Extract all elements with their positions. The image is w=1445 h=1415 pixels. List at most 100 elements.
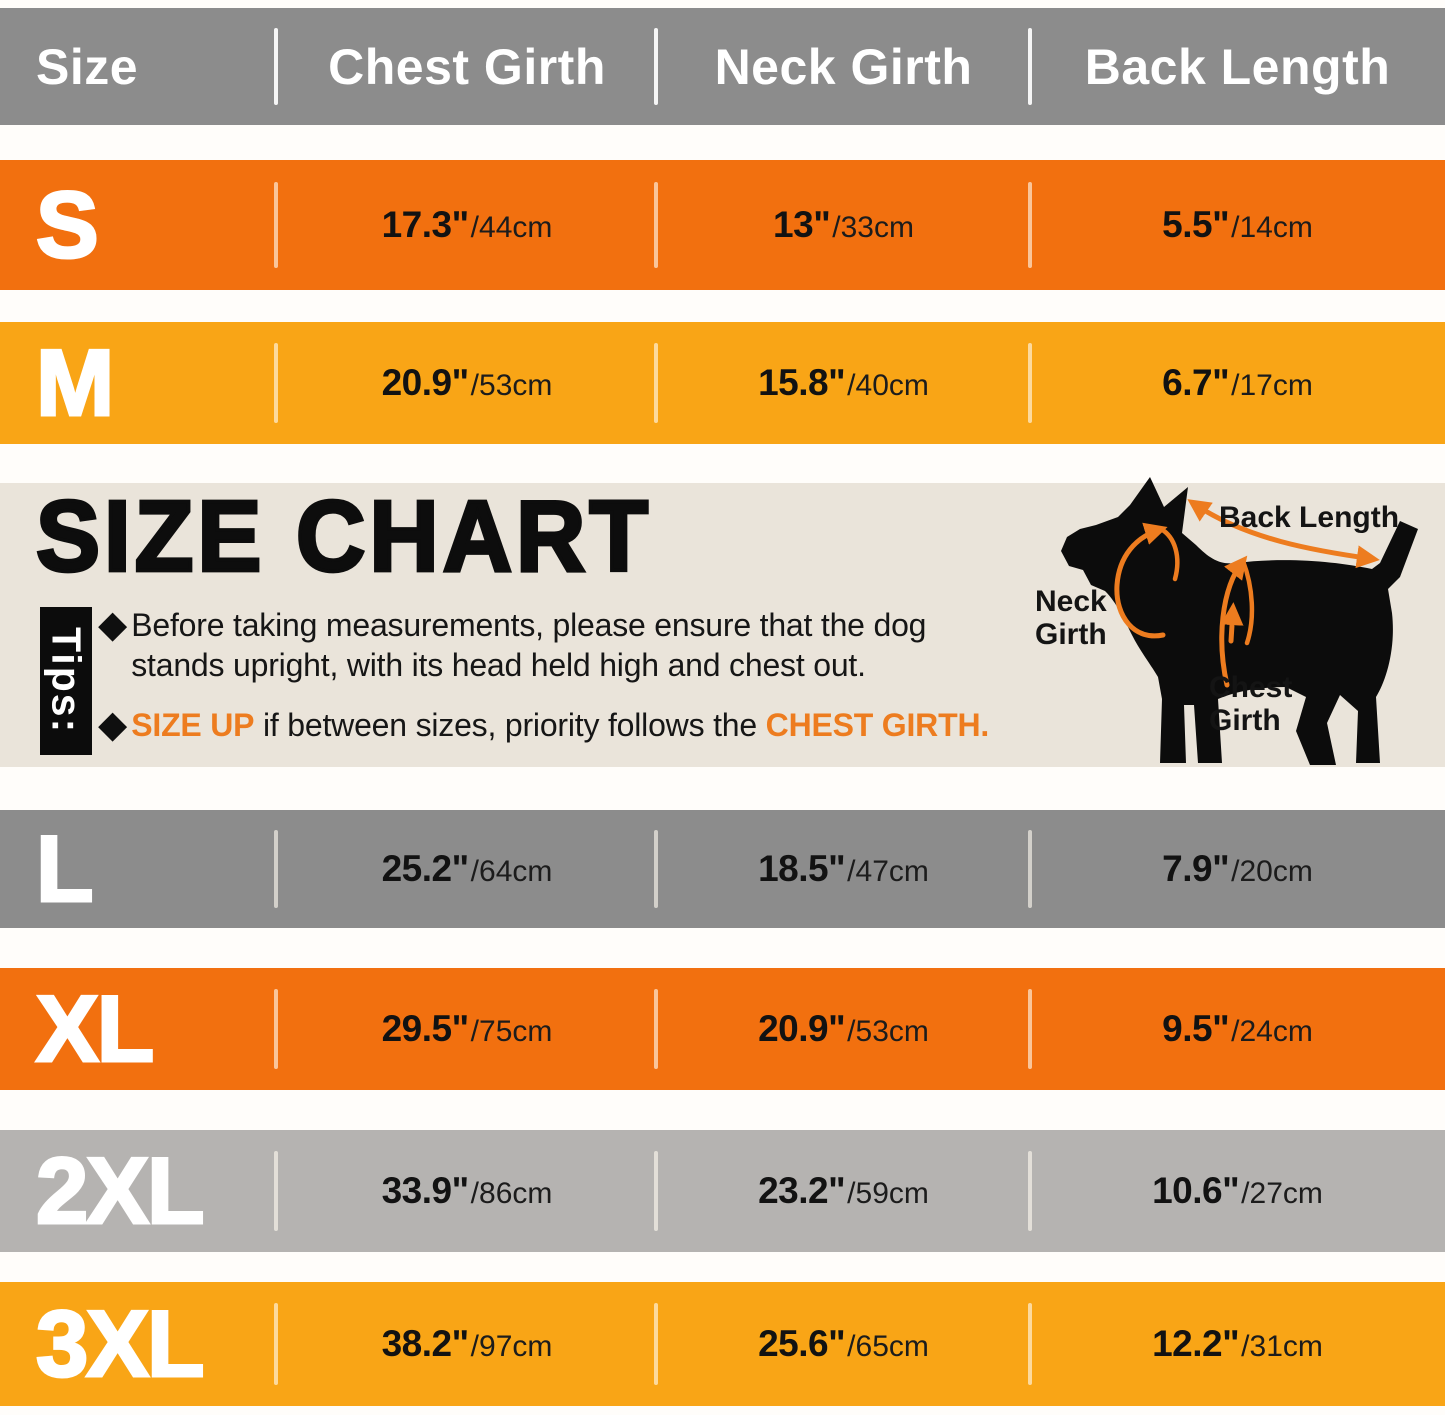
measurement-value: 23.2"/59cm — [758, 1170, 929, 1212]
size-label: L — [34, 816, 94, 921]
chest-girth-cell: 29.5"/75cm — [277, 968, 657, 1090]
back-length-arrow — [1187, 499, 1380, 569]
tip-line: Before taking measurements, please ensur… — [131, 607, 927, 643]
tip-line: if between sizes, priority follows the — [254, 707, 766, 743]
neck-girth-cell: 18.5"/47cm — [657, 810, 1030, 928]
header-label-chest-girth: Chest Girth — [328, 38, 606, 95]
tips-badge: Tips: — [31, 607, 92, 769]
size-label: S — [35, 172, 101, 277]
chest-girth-cell: 17.3"/44cm — [277, 160, 657, 290]
column-divider — [1028, 342, 1032, 424]
measurement-value: 20.9"/53cm — [382, 362, 553, 404]
neck-girth-arc — [1158, 526, 1180, 582]
measurement-value: 10.6"/27cm — [1152, 1170, 1323, 1212]
column-divider — [654, 182, 658, 268]
back-length-cell: 7.9"/20cm — [1030, 810, 1445, 928]
cm-value: /40cm — [847, 369, 929, 402]
cm-value: /59cm — [847, 1177, 929, 1210]
cm-value: /14cm — [1231, 211, 1313, 244]
neck-girth-cell: 13"/33cm — [657, 160, 1030, 290]
cm-value: /27cm — [1241, 1177, 1323, 1210]
inches-value: 15.8" — [758, 362, 846, 403]
cm-value: /33cm — [832, 211, 914, 244]
measurement-value: 29.5"/75cm — [382, 1008, 553, 1050]
inches-value: 25.6" — [758, 1323, 846, 1364]
column-divider — [654, 988, 658, 1070]
chest-girth-arc — [1240, 558, 1255, 646]
size-cell: S — [0, 160, 277, 290]
measurement-value: 12.2"/31cm — [1152, 1323, 1323, 1365]
chest-girth-diagram-label: Chest Girth — [1209, 671, 1292, 737]
size-label: 2XL — [34, 1138, 205, 1243]
header-cell-chest-girth: Chest Girth — [277, 8, 657, 125]
chest-girth-cell: 33.9"/86cm — [277, 1130, 657, 1252]
tip-line: stands upright, with its head held high … — [131, 647, 866, 683]
table-row-size-l: L 25.2"/64cm 18.5"/47cm 7.9"/20cm — [0, 810, 1445, 928]
tip-item-measure: ◆ Before taking measurements, please ens… — [98, 605, 1048, 685]
column-divider — [274, 27, 278, 106]
column-divider — [274, 182, 278, 268]
measurement-value: 7.9"/20cm — [1162, 848, 1313, 890]
size-cell: XL — [0, 968, 277, 1090]
tip-text: Before taking measurements, please ensur… — [131, 605, 926, 685]
column-divider — [654, 342, 658, 424]
tips-badge-label: Tips: — [43, 627, 90, 735]
cm-value: /86cm — [470, 1177, 553, 1210]
label-line: Girth — [1035, 618, 1107, 651]
measurement-value: 33.9"/86cm — [382, 1170, 553, 1212]
column-divider — [654, 27, 658, 106]
page-title: SIZE CHART — [34, 480, 652, 593]
table-row-size-3xl: 3XL 38.2"/97cm 25.6"/65cm 12.2"/31cm — [0, 1282, 1445, 1406]
back-length-cell: 9.5"/24cm — [1030, 968, 1445, 1090]
inches-value: 12.2" — [1152, 1323, 1240, 1364]
column-divider — [654, 830, 658, 908]
chest-up-arrow — [1220, 602, 1244, 644]
neck-girth-cell: 23.2"/59cm — [657, 1130, 1030, 1252]
cm-value: /75cm — [470, 1015, 553, 1048]
inches-value: 17.3" — [381, 204, 470, 245]
table-row-size-s: S 17.3"/44cm 13"/33cm 5.5"/14cm — [0, 160, 1445, 290]
column-divider — [654, 1303, 658, 1385]
size-cell: L — [0, 810, 277, 928]
measurement-value: 13"/33cm — [773, 204, 914, 246]
inches-value: 5.5" — [1162, 204, 1230, 245]
neck-girth-cell: 20.9"/53cm — [657, 968, 1030, 1090]
back-length-diagram-label: Back Length — [1219, 501, 1400, 534]
label-line: Girth — [1209, 704, 1281, 737]
tip-item-size-up: ◆ SIZE UP if between sizes, priority fol… — [98, 705, 1048, 745]
measurement-value: 18.5"/47cm — [758, 848, 929, 890]
header-cell-size: Size — [0, 8, 277, 125]
inches-value: 23.2" — [758, 1170, 846, 1211]
inches-value: 33.9" — [381, 1170, 470, 1211]
neck-girth-cell: 25.6"/65cm — [657, 1282, 1030, 1406]
inches-value: 18.5" — [758, 848, 846, 889]
cm-value: /97cm — [470, 1330, 553, 1363]
back-length-cell: 12.2"/31cm — [1030, 1282, 1445, 1406]
chest-girth-cell: 20.9"/53cm — [277, 322, 657, 444]
size-cell: M — [0, 322, 277, 444]
dog-measurement-diagram: Back Length Neck Girth Chest Girth — [1023, 473, 1443, 773]
cm-value: /44cm — [470, 211, 553, 244]
measurement-value: 25.6"/65cm — [758, 1323, 929, 1365]
size-cell: 2XL — [0, 1130, 277, 1252]
tips-list: ◆ Before taking measurements, please ens… — [98, 605, 1048, 745]
inches-value: 10.6" — [1152, 1170, 1240, 1211]
column-divider — [1028, 1303, 1032, 1385]
tip-text: SIZE UP if between sizes, priority follo… — [131, 705, 989, 745]
neck-girth-arrow — [1114, 522, 1168, 639]
table-row-size-2xl: 2XL 33.9"/86cm 23.2"/59cm 10.6"/27cm — [0, 1130, 1445, 1252]
header-label-back-length: Back Length — [1084, 38, 1391, 95]
header-label-size: Size — [36, 38, 139, 95]
size-up-highlight: SIZE UP — [131, 707, 255, 743]
cm-value: /47cm — [847, 855, 929, 888]
inches-value: 6.7" — [1162, 362, 1230, 403]
cm-value: /31cm — [1241, 1330, 1323, 1363]
measurement-value: 6.7"/17cm — [1162, 362, 1313, 404]
label-line: Chest — [1209, 671, 1293, 704]
measurement-value: 38.2"/97cm — [382, 1323, 553, 1365]
inches-value: 25.2" — [381, 848, 470, 889]
neck-girth-diagram-label: Neck Girth — [1035, 585, 1107, 651]
table-row-size-m: M 20.9"/53cm 15.8"/40cm 6.7"/17cm — [0, 322, 1445, 444]
column-divider — [274, 1150, 278, 1232]
inches-value: 20.9" — [381, 362, 470, 403]
